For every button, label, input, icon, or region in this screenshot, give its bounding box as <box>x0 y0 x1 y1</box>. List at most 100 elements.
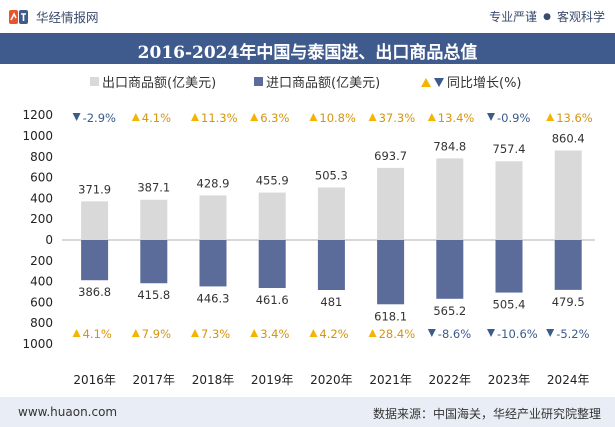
import-value-label: 479.5 <box>552 295 585 309</box>
import-bar <box>377 240 405 305</box>
y-tick-label: 400 <box>30 191 53 205</box>
legend-import-label: 进口商品额(亿美元) <box>266 76 380 91</box>
export-bar <box>554 150 582 240</box>
export-bar <box>199 195 227 240</box>
chart-title: 2016-2024年中国与泰国进、出口商品总值 <box>137 43 478 63</box>
growth-value-label: 13.4% <box>438 111 475 125</box>
import-growth-item: 4.2% <box>309 327 349 341</box>
footer-website: www.huaon.com <box>18 405 118 419</box>
import-growth-item: 7.9% <box>131 327 171 341</box>
growth-value-label: -2.9% <box>83 111 116 125</box>
up-arrow-icon <box>131 113 140 121</box>
import-growth-item: 4.1% <box>72 327 112 341</box>
export-value-label: 428.9 <box>197 176 230 190</box>
up-arrow-icon <box>191 329 199 337</box>
x-axis: 2016年 2017年 2018年 2019年 2020年 2021年 2022年 2023年… <box>73 373 589 387</box>
growth-value-label: 13.6% <box>556 111 593 125</box>
import-bar <box>495 240 523 293</box>
growth-value-label: 7.3% <box>201 327 230 341</box>
footer-source: 数据来源：中国海关，华经产业研究院整理 <box>372 407 601 421</box>
export-bar <box>495 161 523 240</box>
export-value-label: 371.9 <box>78 182 111 196</box>
growth-value-label: 4.1% <box>142 111 171 125</box>
y-tick-label: 1000 <box>22 129 53 143</box>
down-arrow-icon <box>487 113 495 121</box>
title-bar: 2016-2024年中国与泰国进、出口商品总值 <box>0 33 615 64</box>
export-value-label: 693.7 <box>374 149 407 163</box>
x-tick-label: 2022年 <box>429 373 472 387</box>
export-growth-item: 13.4% <box>427 111 475 125</box>
y-tick-label: 200 <box>30 212 53 226</box>
up-arrow-icon <box>309 113 318 121</box>
growth-value-label: 10.8% <box>319 111 356 125</box>
x-tick-label: 2020年 <box>310 373 353 387</box>
growth-value-label: 28.4% <box>379 327 416 341</box>
export-growth-item: 6.3% <box>250 111 289 125</box>
up-arrow-icon <box>427 113 436 121</box>
up-arrow-icon <box>72 329 81 337</box>
export-value-label: 387.1 <box>137 181 170 195</box>
import-bar <box>436 240 464 299</box>
x-tick-label: 2018年 <box>192 373 235 387</box>
export-bar <box>436 158 464 240</box>
up-arrow-icon <box>191 113 199 121</box>
growth-value-label: 7.9% <box>142 327 171 341</box>
legend-import-swatch <box>254 77 263 86</box>
down-arrow-icon <box>427 329 436 337</box>
import-value-label: 461.6 <box>256 293 289 307</box>
legend-growth-label: 同比增长(%) <box>447 76 522 91</box>
growth-value-label: 37.3% <box>379 111 416 125</box>
growth-value-label: -8.6% <box>438 327 471 341</box>
import-value-label: 481 <box>320 295 342 309</box>
x-tick-label: 2024年 <box>547 373 590 387</box>
y-tick-label: 800 <box>30 316 53 330</box>
legend: 出口商品额(亿美元) 进口商品额(亿美元) 同比增长(%) <box>90 76 522 91</box>
up-arrow-icon <box>368 329 377 337</box>
y-tick-label: 400 <box>30 275 53 289</box>
legend-export-label: 出口商品额(亿美元) <box>102 76 216 91</box>
export-bar <box>140 199 168 240</box>
up-arrow-icon <box>250 329 259 337</box>
export-growth-item: 37.3% <box>368 111 416 125</box>
export-growth-row: -2.9% 4.1% 11.3% 6.3% 10.8% 37.3% 13.4% -0.9% 13… <box>72 111 593 125</box>
export-value-label: 860.4 <box>552 132 585 146</box>
growth-value-label: 3.4% <box>260 327 289 341</box>
up-arrow-icon <box>546 113 555 121</box>
export-growth-item: 4.1% <box>131 111 171 125</box>
y-axis: 1200 1000 800 600 400 200 0 200 400 600 800 1000 <box>22 108 53 351</box>
y-tick-label: 0 <box>45 233 53 247</box>
up-arrow-icon <box>250 113 259 121</box>
up-arrow-icon <box>131 329 140 337</box>
growth-value-label: -10.6% <box>497 327 538 341</box>
export-growth-item: -0.9% <box>487 111 530 125</box>
export-value-label: 757.4 <box>493 142 526 156</box>
import-bar <box>140 240 168 284</box>
import-growth-item: -5.2% <box>546 327 590 341</box>
footer: www.huaon.com 数据来源：中国海关，华经产业研究院整理 <box>0 397 615 427</box>
x-tick-label: 2016年 <box>73 373 116 387</box>
legend-up-arrow-icon <box>421 78 431 87</box>
import-growth-row: 4.1% 7.9% 7.3% 3.4% 4.2% 28.4% -8.6% -10.6% -5.2… <box>72 327 590 341</box>
bars: 371.9 386.8 387.1 415.8 428.9 446.3 455.9 461.6… <box>78 132 585 324</box>
import-value-label: 415.8 <box>137 288 170 302</box>
up-arrow-icon <box>309 329 318 337</box>
import-value-label: 386.8 <box>78 285 111 299</box>
import-growth-item: 3.4% <box>250 327 289 341</box>
import-bar <box>199 240 227 287</box>
brand-logo-icon <box>9 9 28 24</box>
export-bar <box>377 167 405 240</box>
chart-area: 出口商品额(亿美元) 进口商品额(亿美元) 同比增长(%) 1200 1000 80… <box>22 76 595 387</box>
y-tick-label: 600 <box>30 295 53 309</box>
growth-value-label: 11.3% <box>201 111 238 125</box>
y-tick-label: 1000 <box>22 337 53 351</box>
y-tick-label: 600 <box>30 171 53 185</box>
import-growth-item: -10.6% <box>487 327 538 341</box>
import-bar <box>81 240 109 281</box>
brand: 华经情报网 <box>8 7 99 26</box>
growth-value-label: 4.1% <box>83 327 112 341</box>
import-value-label: 446.3 <box>197 291 230 305</box>
x-tick-label: 2023年 <box>488 373 531 387</box>
export-bar <box>317 187 345 240</box>
brand-name: 华经情报网 <box>36 10 99 25</box>
legend-export-swatch <box>90 77 99 86</box>
